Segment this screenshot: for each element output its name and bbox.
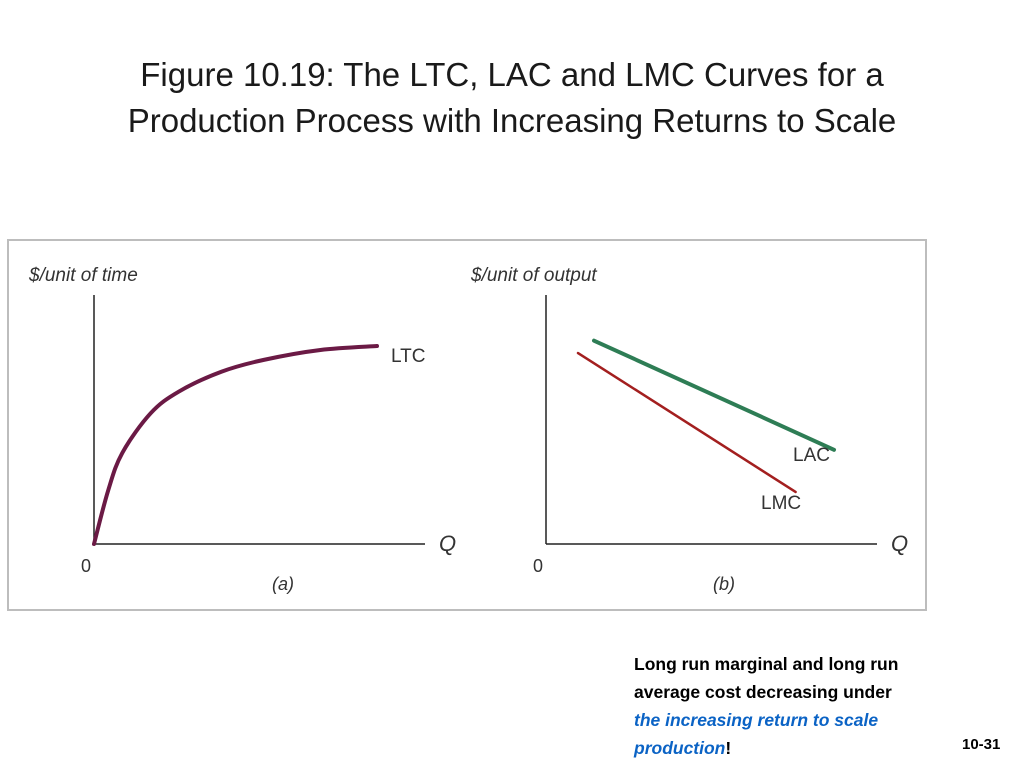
caption: Long run marginal and long run average c…	[634, 650, 1014, 762]
panel-a-caption: (a)	[272, 574, 294, 594]
lmc-label: LMC	[761, 493, 801, 514]
panel-a-origin-label: 0	[81, 556, 91, 576]
panel-a-x-axis-label: Q	[439, 531, 456, 556]
caption-emphasis-line-1: the increasing return to scale	[634, 710, 879, 730]
lac-label: LAC	[793, 445, 830, 466]
slide-title-line-1: Figure 10.19: The LTC, LAC and LMC Curve…	[140, 56, 884, 93]
caption-line-2: average cost decreasing under	[634, 682, 892, 702]
panel-b: $/unit of output Q 0 (b) LAC LMC	[470, 265, 908, 594]
caption-emphasis-line-2: production	[634, 738, 726, 758]
panel-b-y-axis-label: $/unit of output	[470, 265, 597, 286]
panel-b-origin-label: 0	[533, 556, 543, 576]
panel-a: $/unit of time Q 0 (a) LTC	[28, 265, 456, 594]
caption-line-4: production!	[634, 734, 1014, 762]
ltc-curve	[92, 344, 379, 546]
ltc-label: LTC	[391, 346, 425, 367]
panel-b-x-axis-label: Q	[891, 531, 908, 556]
figure-frame: $/unit of time Q 0 (a) LTC $/unit of out…	[7, 239, 927, 611]
slide-number: 10-31	[962, 736, 1001, 753]
slide-title-line-2: Production Process with Increasing Retur…	[127, 102, 897, 139]
panel-a-y-axis-label: $/unit of time	[28, 265, 138, 286]
panel-b-caption: (b)	[713, 574, 735, 594]
lac-line	[592, 338, 836, 452]
figure-svg: $/unit of time Q 0 (a) LTC $/unit of out…	[28, 265, 908, 594]
caption-line-1: Long run marginal and long run	[634, 654, 899, 674]
lmc-line	[576, 351, 797, 494]
caption-ending: !	[725, 738, 732, 758]
slide-title: Figure 10.19: The LTC, LAC and LMC Curve…	[0, 52, 1024, 144]
